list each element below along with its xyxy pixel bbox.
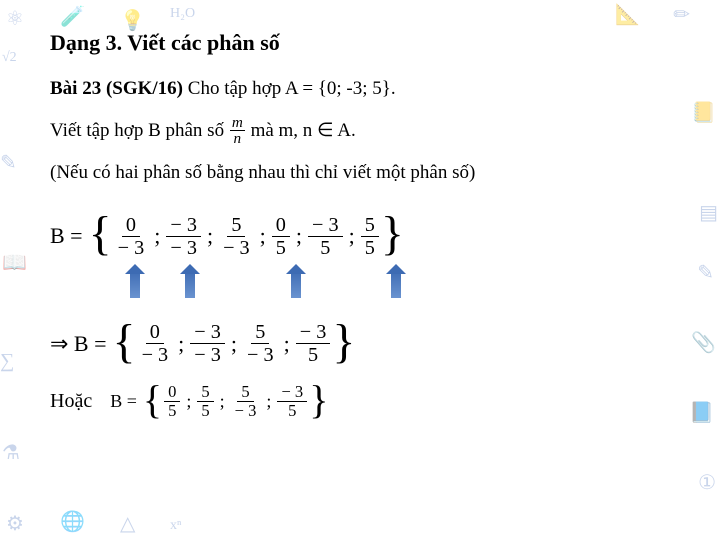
- duplicate-arrows: [128, 264, 670, 298]
- frac-4: − 35: [296, 322, 331, 365]
- problem-note: (Nếu có hai phân số bằng nhau thì chỉ vi…: [50, 156, 670, 190]
- alternative-row: Hoặc B = { 05; 55; 5− 3; − 35 }: [50, 384, 670, 420]
- problem-statement-line2: Viết tập hợp B phân số m n mà m, n ∈ A.: [50, 114, 670, 148]
- frac-2: − 3− 3: [190, 322, 225, 365]
- frac-den: n: [232, 131, 244, 146]
- brace-left: {: [113, 323, 136, 361]
- problem-text-1: Cho tập hợp A = {0; -3; 5}.: [183, 78, 396, 99]
- set-b-reduced: ⇒ B = { 0− 3; − 3− 3; 5− 3; − 35 }: [50, 322, 670, 365]
- problem-statement-line1: Bài 23 (SGK/16) Cho tập hợp A = {0; -3; …: [50, 72, 670, 106]
- arrow-up-icon: [389, 264, 403, 298]
- frac-1: 05: [164, 384, 180, 420]
- brace-left: {: [89, 215, 112, 253]
- exercise-label: Bài 23 (SGK/16): [50, 78, 183, 99]
- frac-num: m: [230, 115, 245, 131]
- set-b-full: B = { 0− 3; − 3− 3; 5− 3; 05; − 35; 55 }: [50, 215, 670, 258]
- frac-3: 5− 3: [231, 384, 261, 420]
- frac-2: 55: [197, 384, 213, 420]
- frac-4: 05: [272, 215, 290, 258]
- frac-1: 0− 3: [138, 322, 173, 365]
- frac-1: 0− 3: [114, 215, 149, 258]
- arrow-up-icon: [128, 264, 142, 298]
- problem-text-2b: mà m, n ∈ A.: [251, 120, 356, 141]
- frac-6: 55: [361, 215, 379, 258]
- frac-3: 5− 3: [219, 215, 254, 258]
- fraction-m-over-n: m n: [230, 115, 245, 146]
- set2-lhs: ⇒ B =: [50, 331, 107, 357]
- brace-right: }: [309, 384, 328, 416]
- arrow-up-icon: [183, 264, 197, 298]
- brace-right: }: [332, 323, 355, 361]
- brace-right: }: [381, 215, 404, 253]
- arrow-up-icon: [289, 264, 303, 298]
- frac-3: 5− 3: [243, 322, 278, 365]
- set1-lhs: B =: [50, 223, 83, 249]
- problem-text-2a: Viết tập hợp B phân số: [50, 120, 229, 141]
- brace-left: {: [143, 384, 162, 416]
- frac-4: − 35: [277, 384, 307, 420]
- frac-2: − 3− 3: [166, 215, 201, 258]
- frac-5: − 35: [308, 215, 343, 258]
- section-heading: Dạng 3. Viết các phân số: [50, 30, 670, 56]
- or-label: Hoặc: [50, 390, 92, 413]
- set3-lhs: B =: [110, 391, 137, 412]
